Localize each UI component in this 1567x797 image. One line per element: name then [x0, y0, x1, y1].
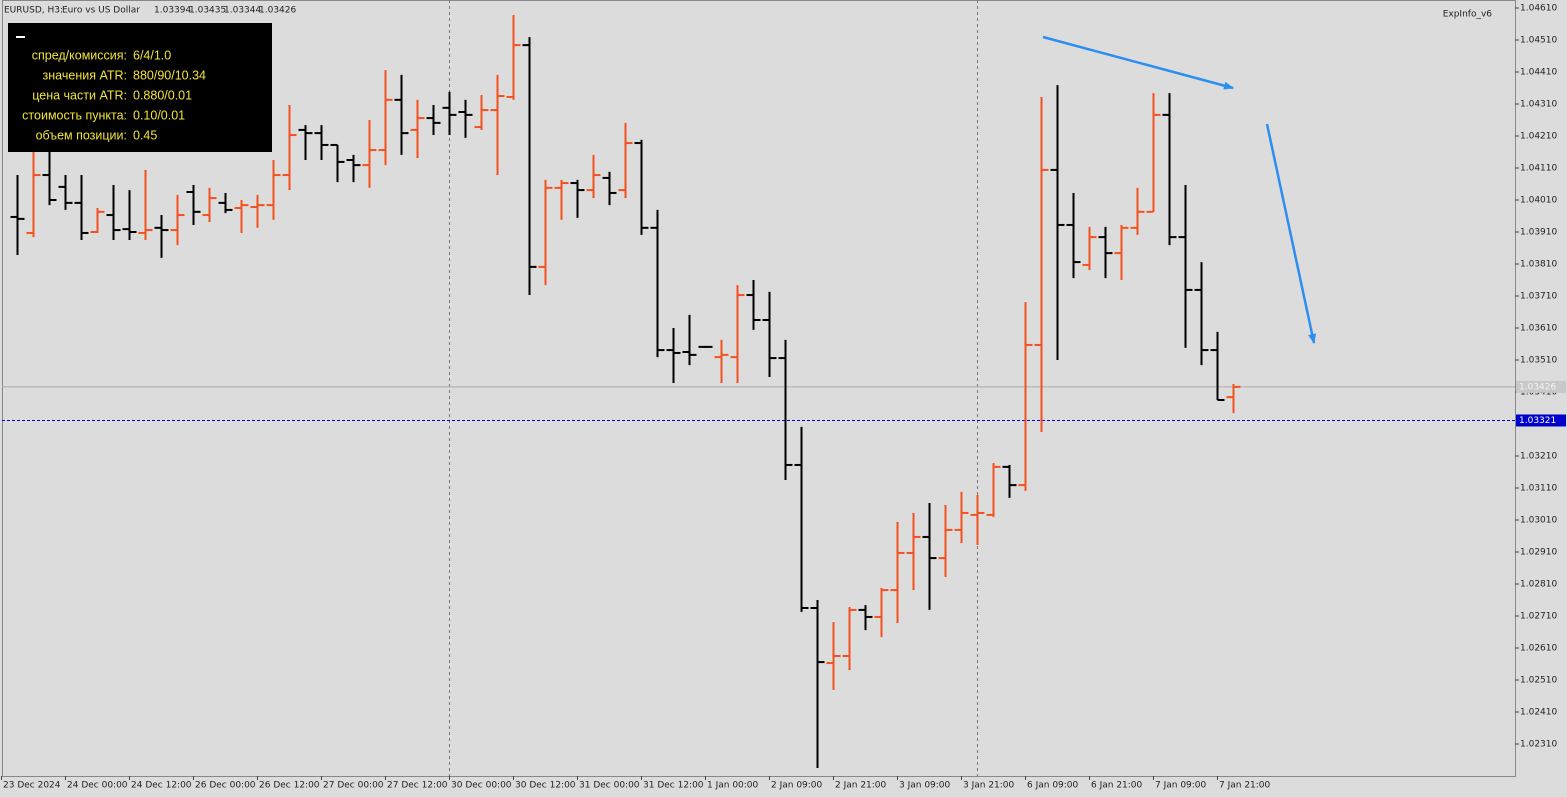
x-tick-label: 2 Jan 09:00: [771, 781, 823, 791]
header-open: 1.03394: [154, 6, 191, 16]
price-line-box: [1516, 414, 1566, 427]
y-tick-label: 1.02910: [1520, 548, 1557, 558]
info-value: 6/4/1.0: [133, 48, 171, 62]
x-tick-label: 7 Jan 09:00: [1155, 781, 1207, 791]
arrow: [1042, 35, 1234, 90]
info-label: стоимость пункта:: [22, 108, 127, 122]
info-label: значения ATR:: [43, 68, 127, 82]
symbol: EURUSD, H3:: [4, 6, 63, 16]
y-tick-label: 1.03710: [1520, 292, 1557, 302]
y-tick-label: 1.04510: [1520, 36, 1557, 46]
x-tick-label: 30 Dec 12:00: [515, 781, 576, 791]
info-value: 880/90/10.34: [133, 68, 206, 82]
y-tick-label: 1.02410: [1520, 708, 1557, 718]
info-label: спред/комиссия:: [32, 48, 127, 62]
y-tick-label: 1.04310: [1520, 100, 1557, 110]
y-tick-label: 1.02310: [1520, 740, 1557, 750]
plot: [1, 0, 1519, 780]
y-tick-label: 1.02510: [1520, 676, 1557, 686]
price-line-label: 1.03321: [1519, 416, 1556, 426]
plot-frame: [2, 0, 1516, 777]
x-tick-label: 27 Dec 12:00: [387, 781, 448, 791]
description: Euro vs US Dollar: [62, 6, 140, 16]
x-tick-label: 2 Jan 21:00: [835, 781, 887, 791]
last-price-label: 1.03426: [1519, 382, 1556, 392]
y-tick-label: 1.04610: [1520, 4, 1557, 14]
last-price-box: [1516, 380, 1566, 393]
info-value: 0.45: [133, 128, 157, 142]
x-tick-label: 3 Jan 09:00: [899, 781, 951, 791]
x-tick-label: 3 Jan 21:00: [963, 781, 1015, 791]
y-tick-label: 1.03110: [1520, 484, 1557, 494]
x-tick-label: 30 Dec 00:00: [451, 781, 512, 791]
y-tick-label: 1.03910: [1520, 228, 1557, 238]
x-tick-label: 24 Dec 12:00: [131, 781, 192, 791]
x-tick-label: 7 Jan 21:00: [1219, 781, 1271, 791]
info-panel: спред/комиссия: 6/4/1.0 значения ATR: 880/9…: [8, 23, 272, 152]
x-tick-label: 1 Jan 00:00: [707, 781, 759, 791]
y-tick-label: 1.03810: [1520, 260, 1557, 270]
x-tick-label: 26 Dec 12:00: [259, 781, 320, 791]
y-tick-label: 1.02610: [1520, 644, 1557, 654]
info-label: цена части ATR:: [32, 88, 127, 102]
info-rows: спред/комиссия: 6/4/1.0 значения ATR: 880/9…: [22, 48, 206, 142]
y-tick-label: 1.03510: [1520, 356, 1557, 366]
y-tick-label: 1.02810: [1520, 580, 1557, 590]
x-tick-label: 24 Dec 00:00: [67, 781, 128, 791]
indicator-label: ExpInfo_v6: [1443, 10, 1493, 20]
x-tick-label: 23 Dec 2024: [3, 781, 61, 791]
header-high: 1.03435: [189, 6, 226, 16]
x-tick-label: 6 Jan 21:00: [1091, 781, 1143, 791]
x-tick-label: 31 Dec 12:00: [643, 781, 704, 791]
info-panel-bg: [8, 23, 272, 152]
info-value: 0.10/0.01: [133, 108, 185, 122]
y-tick-label: 1.03210: [1520, 452, 1557, 462]
x-tick-label: 27 Dec 00:00: [323, 781, 384, 791]
y-tick-label: 1.04210: [1520, 132, 1557, 142]
y-tick-label: 1.02710: [1520, 612, 1557, 622]
info-value: 0.880/0.01: [133, 88, 192, 102]
y-tick-label: 1.03010: [1520, 516, 1557, 526]
x-tick-label: 31 Dec 00:00: [579, 781, 640, 791]
x-tick-label: 26 Dec 00:00: [195, 781, 256, 791]
arrow: [1265, 123, 1317, 344]
y-tick-label: 1.04410: [1520, 68, 1557, 78]
minimize-button[interactable]: [16, 36, 25, 38]
y-tick-label: 1.03610: [1520, 324, 1557, 334]
header-close: 1.03426: [259, 6, 296, 16]
x-tick-label: 6 Jan 09:00: [1027, 781, 1079, 791]
header-low: 1.03344: [224, 6, 261, 16]
y-tick-label: 1.04110: [1520, 164, 1557, 174]
y-tick-label: 1.04010: [1520, 196, 1557, 206]
info-label: объем позиции:: [36, 128, 127, 142]
